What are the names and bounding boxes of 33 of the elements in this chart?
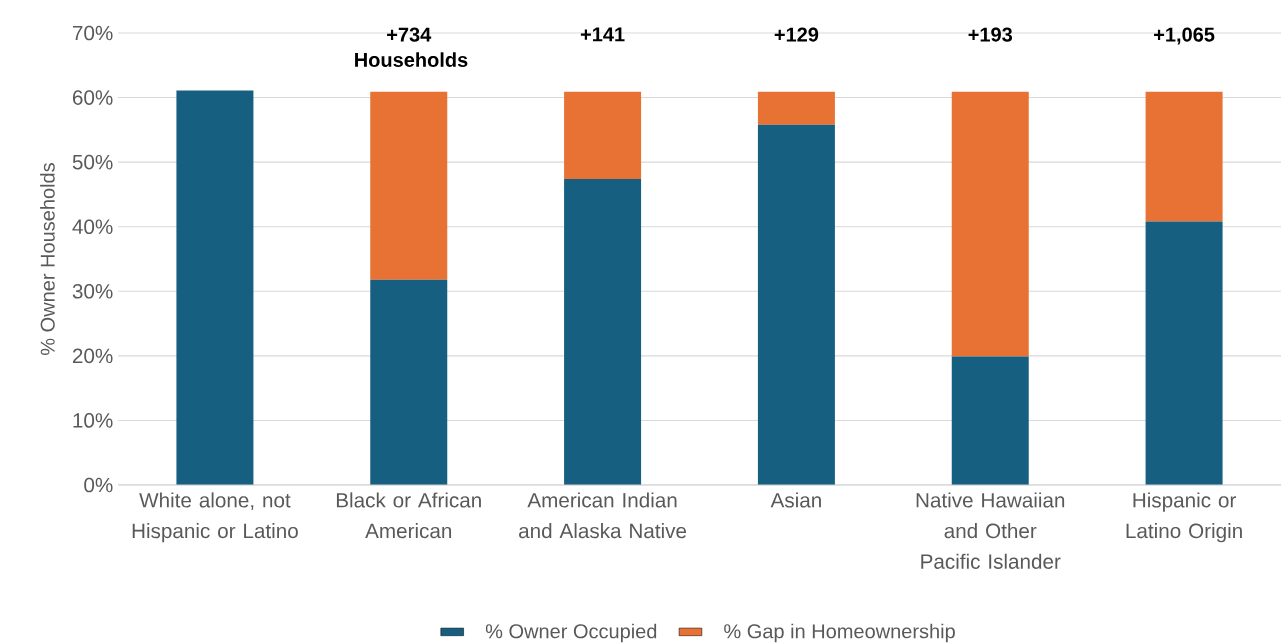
- bar: [176, 90, 254, 485]
- annotation: +1,065: [1154, 27, 1215, 45]
- x-tick-label: Black or African American: [336, 492, 481, 539]
- x-tick-label: American Indian and Alaska Native: [519, 492, 687, 539]
- x-tick-label: Hispanic or Latino Origin: [1126, 492, 1242, 543]
- bar: [564, 91, 642, 179]
- bar: [370, 279, 448, 485]
- legend-label: % Owner Occupied: [485, 623, 657, 643]
- y-tick-label: 20%: [72, 348, 113, 364]
- bar: [564, 178, 642, 485]
- bar: [1145, 221, 1223, 485]
- annotation: +734 Households: [355, 27, 468, 67]
- x-tick-label: Native Hawaiian and Other Pacific Islander: [916, 492, 1065, 569]
- bar: [757, 124, 835, 485]
- x-tick-label: Asian: [770, 492, 821, 508]
- annotation: +193: [968, 27, 1013, 42]
- bar: [370, 91, 448, 280]
- bar: [757, 91, 835, 125]
- annotation: +141: [580, 27, 625, 42]
- y-tick-label: 30%: [72, 283, 113, 299]
- x-tick-label: White alone, not Hispanic or Latino: [132, 492, 298, 543]
- bar: [951, 91, 1029, 357]
- y-tick-label: 60%: [72, 90, 113, 105]
- y-tick-label: 70%: [73, 25, 113, 41]
- y-tick-label: 0%: [84, 477, 113, 493]
- y-tick-label: 10%: [73, 413, 113, 428]
- annotation: +129: [774, 27, 819, 42]
- bar: [1145, 91, 1223, 222]
- y-axis-title: % Owner Households: [40, 163, 55, 356]
- legend-label: % Gap in Homeownership: [724, 623, 955, 643]
- bar: [951, 356, 1029, 485]
- y-tick-label: 50%: [72, 154, 113, 170]
- y-tick-label: 40%: [72, 219, 113, 235]
